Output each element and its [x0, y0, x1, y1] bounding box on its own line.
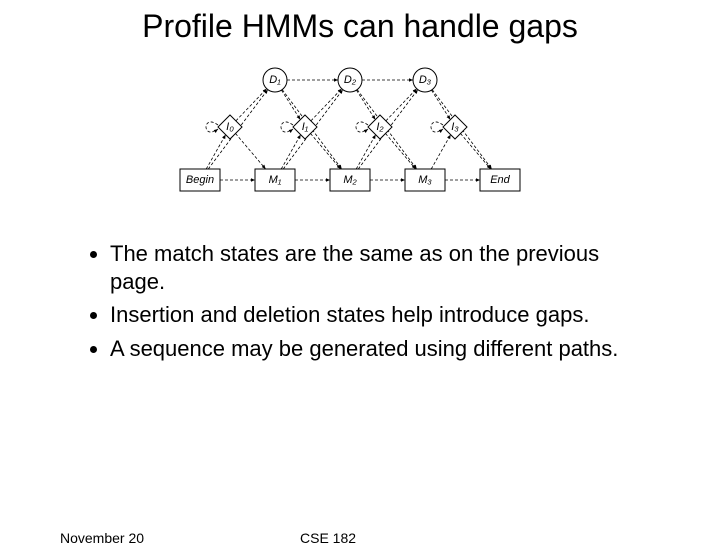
svg-text:M₂: M₂ — [343, 174, 357, 186]
svg-text:End: End — [490, 174, 510, 186]
node-e: End — [480, 169, 520, 191]
node-i2: I₂ — [368, 115, 392, 139]
bullet-item: Insertion and deletion states help intro… — [110, 301, 660, 329]
node-d3: D₃ — [413, 68, 437, 92]
node-b: Begin — [180, 169, 220, 191]
svg-text:I₁: I₁ — [302, 121, 309, 133]
svg-text:I₀: I₀ — [226, 121, 234, 133]
svg-text:D₂: D₂ — [344, 74, 357, 86]
slide-title: Profile HMMs can handle gaps — [0, 8, 720, 45]
hmm-diagram: D₁ D₂ D₃ I₀ I₁ I₂ I₃ Begin M₁ M₂ M₃ End — [160, 55, 560, 210]
node-i0: I₀ — [218, 115, 242, 139]
node-m1: M₁ — [255, 169, 295, 191]
svg-text:I₃: I₃ — [451, 121, 459, 133]
bullet-item: The match states are the same as on the … — [110, 240, 660, 295]
svg-text:D₁: D₁ — [269, 74, 281, 86]
svg-text:M₃: M₃ — [418, 174, 432, 186]
svg-text:I₂: I₂ — [376, 121, 384, 133]
footer-date: November 20 — [60, 530, 144, 546]
node-m2: M₂ — [330, 169, 370, 191]
svg-text:D₃: D₃ — [419, 74, 432, 86]
svg-text:Begin: Begin — [186, 174, 214, 186]
node-m3: M₃ — [405, 169, 445, 191]
node-d1: D₁ — [263, 68, 287, 92]
node-i1: I₁ — [293, 115, 317, 139]
bullet-list: The match states are the same as on the … — [80, 240, 660, 362]
node-i3: I₃ — [443, 115, 467, 139]
node-d2: D₂ — [338, 68, 362, 92]
footer-course: CSE 182 — [300, 530, 356, 546]
svg-text:M₁: M₁ — [269, 174, 282, 186]
bullet-item: A sequence may be generated using differ… — [110, 335, 660, 363]
